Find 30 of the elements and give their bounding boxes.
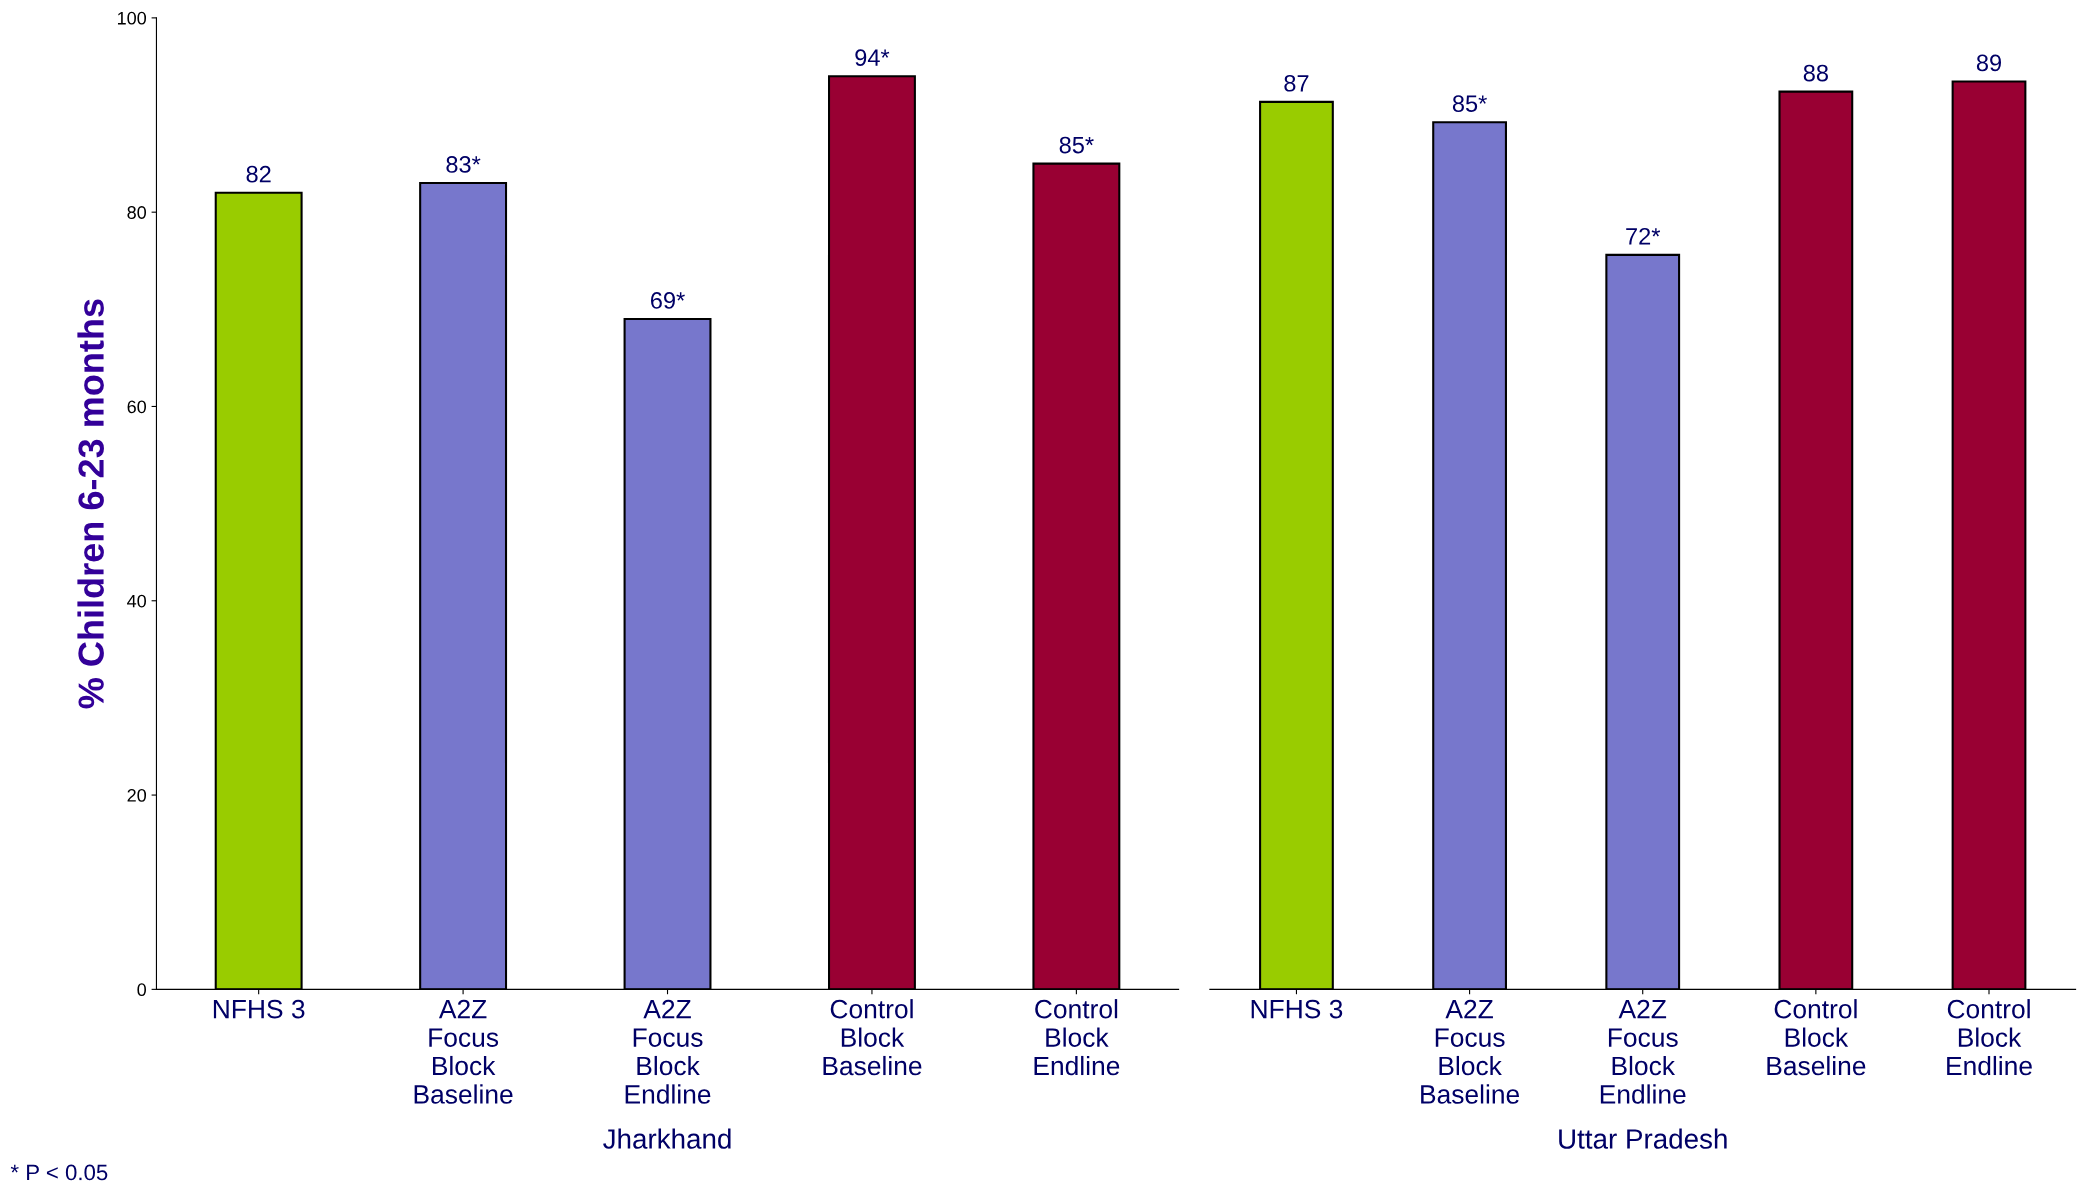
x-axis-title: Jharkhand <box>603 1128 731 1149</box>
x-tick-label: A2Z Focus Block Baseline <box>1421 999 1520 1104</box>
data-label: 82 <box>246 165 271 183</box>
text: * P < 0.05 <box>10 1164 108 1181</box>
x-tick-label: NFHS 3 <box>213 999 305 1019</box>
x-tick-label: A2Z Focus Block Endline <box>1600 999 1686 1104</box>
data-label: 85* <box>1059 136 1094 154</box>
x-tick-label: NFHS 3 <box>1251 999 1343 1019</box>
x-tick-label: A2Z Focus Block Endline <box>625 999 711 1104</box>
y-tick-label: 100 <box>117 11 147 25</box>
x-axis-title: Uttar Pradesh <box>1559 1128 1727 1149</box>
data-label: 83* <box>446 156 481 173</box>
y-tick-label: 80 <box>127 206 147 219</box>
data-label: 94* <box>855 49 890 66</box>
x-tick-label: Control Block Endline <box>1034 999 1120 1076</box>
data-label: 88 <box>1803 64 1828 82</box>
data-label: 87 <box>1284 74 1309 92</box>
data-label: 85* <box>1452 95 1487 113</box>
data-label: 89 <box>1976 54 2002 72</box>
y-axis-title: % Children 6-23 months <box>77 299 104 709</box>
x-tick-label: A2Z Focus Block Baseline <box>414 999 513 1104</box>
y-tick-label: 60 <box>127 400 147 414</box>
x-tick-label: Control Block Baseline <box>1767 999 1866 1076</box>
x-tick-label: Control Block Baseline <box>823 999 922 1076</box>
x-tick-label: Control Block Endline <box>1947 999 2032 1076</box>
y-tick-label: 20 <box>127 789 147 802</box>
data-label: 72* <box>1626 227 1661 245</box>
y-tick-label: 40 <box>127 594 147 608</box>
data-label: 69* <box>650 292 685 309</box>
y-tick-label: 0 <box>137 983 147 997</box>
